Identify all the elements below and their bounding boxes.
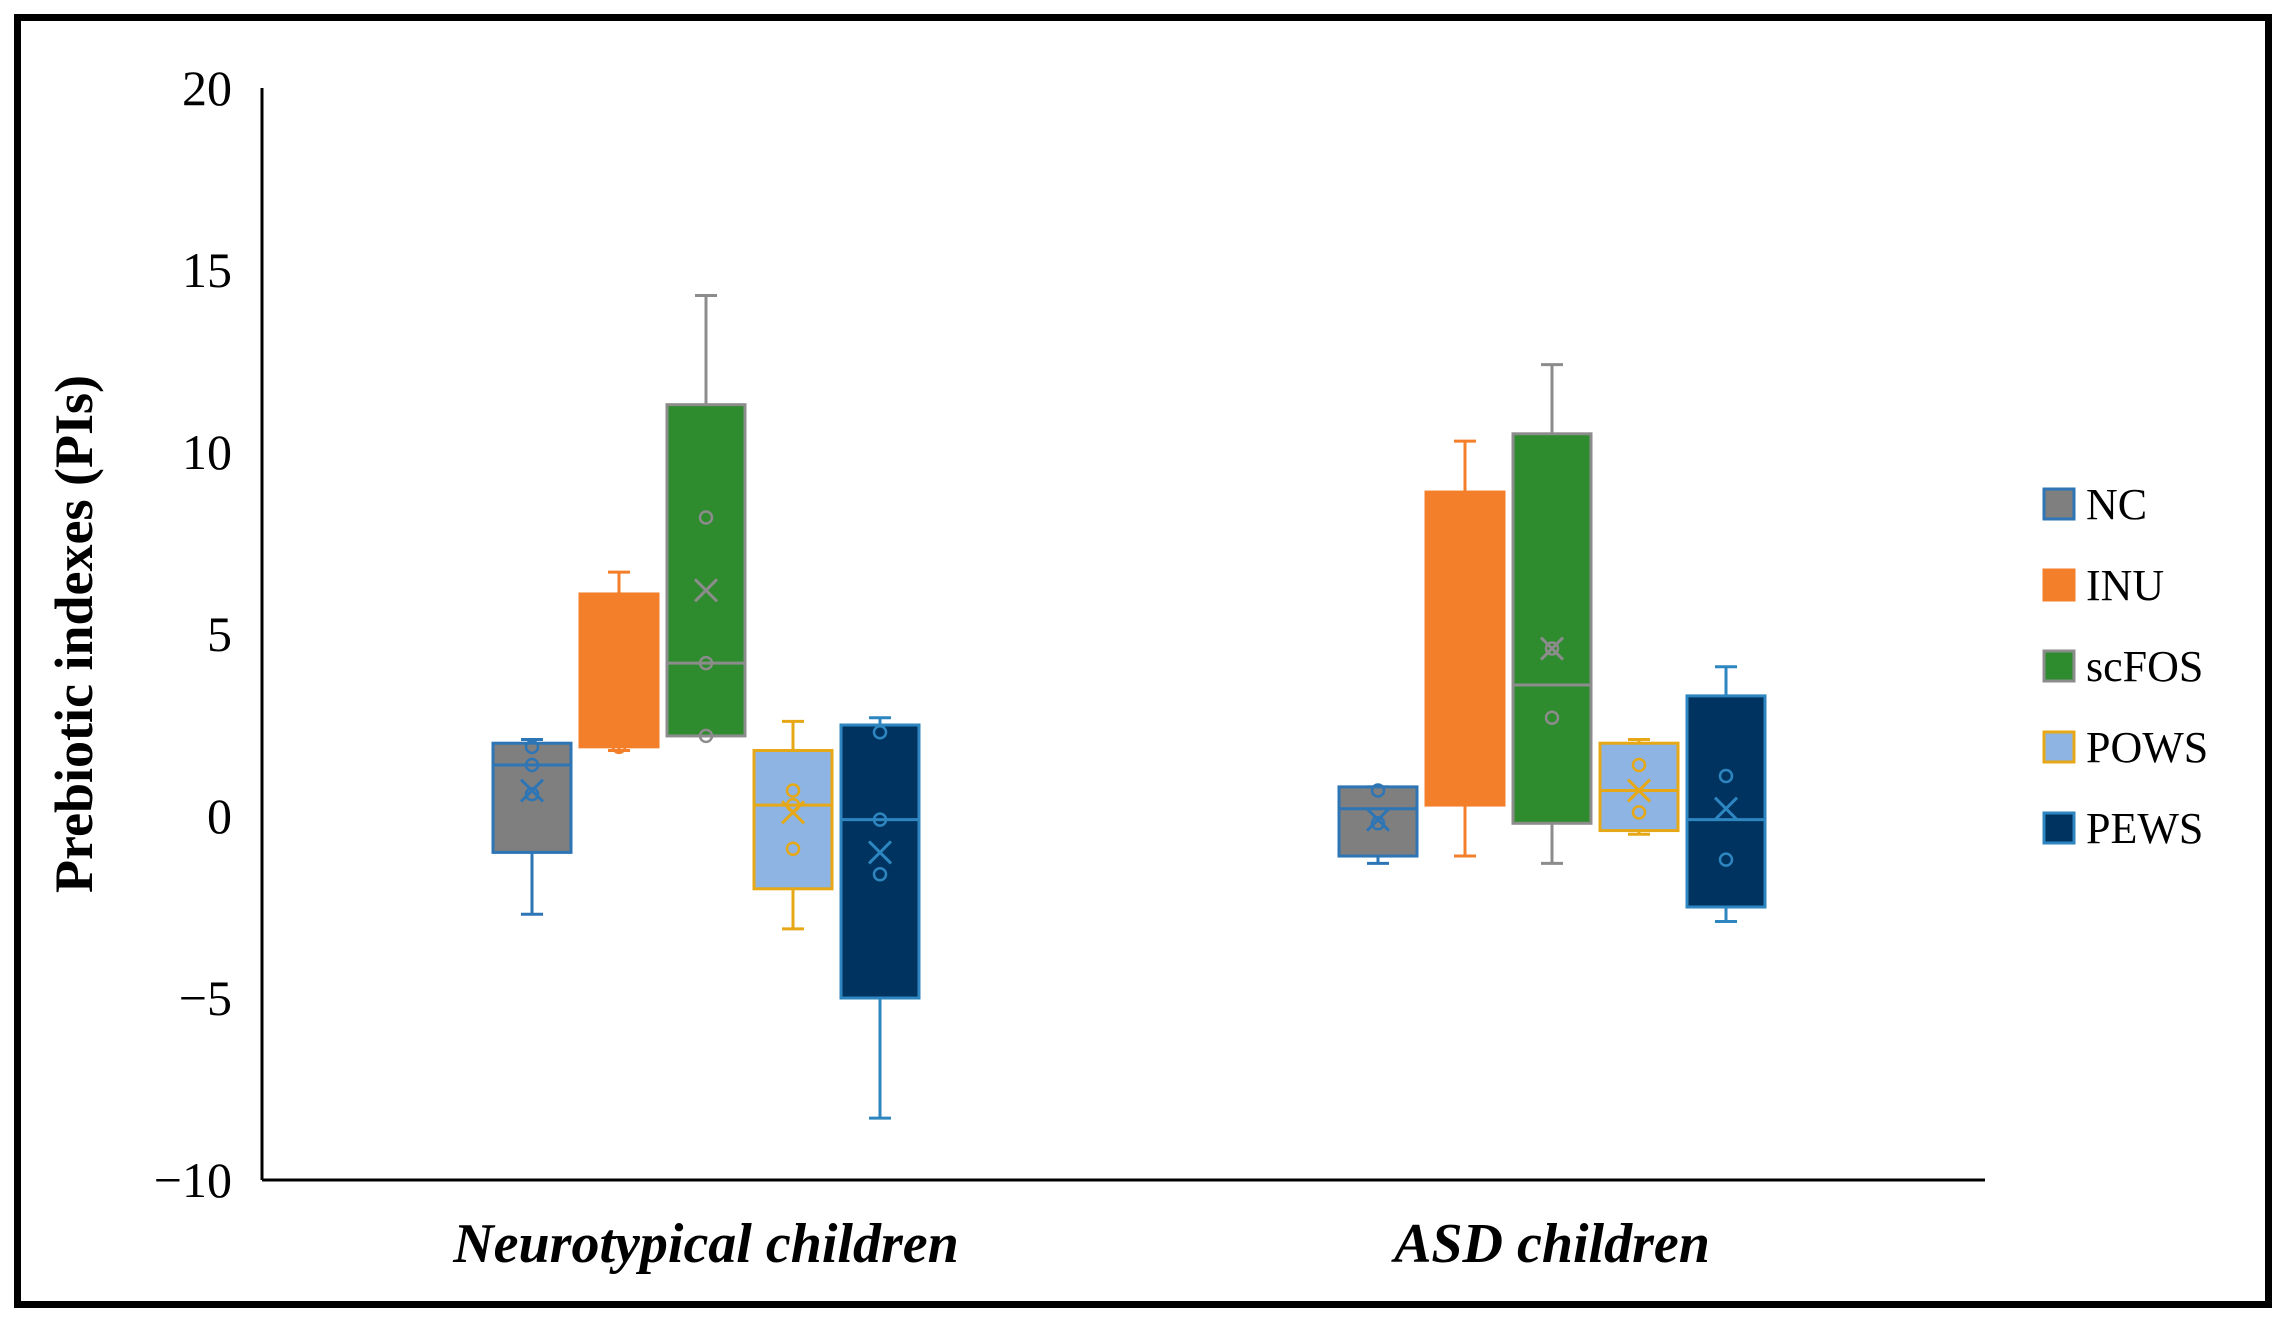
mean-marker <box>867 840 893 865</box>
box-pews-neurotypical <box>839 716 921 1120</box>
box-scfos-neurotypical <box>665 293 747 744</box>
data-point <box>524 739 540 755</box>
y-tick-label: 20 <box>182 60 232 116</box>
data-point <box>1370 816 1386 831</box>
data-point <box>698 728 714 744</box>
box-pows-neurotypical <box>752 719 834 931</box>
axes <box>260 88 1985 1182</box>
box-body <box>1685 694 1767 909</box>
box-body <box>839 723 921 1000</box>
y-tick-label: −5 <box>179 970 232 1026</box>
box-body <box>491 741 573 854</box>
data-point <box>524 786 540 802</box>
legend: NC INU scFOS POWS PEWS <box>2042 480 2208 853</box>
box-body <box>1424 490 1506 807</box>
y-tick-label: 0 <box>207 788 232 844</box>
box-body <box>578 592 660 749</box>
mean-marker <box>693 578 719 603</box>
data-point <box>524 757 540 773</box>
data-point <box>872 866 888 882</box>
mean-marker <box>1539 636 1565 661</box>
data-point <box>872 725 888 740</box>
legend-swatch <box>2042 730 2076 764</box>
data-point <box>1457 648 1473 664</box>
y-tick-label: 10 <box>182 424 232 480</box>
legend-swatch <box>2042 811 2076 845</box>
data-point <box>1631 805 1647 820</box>
legend-label: NC <box>2086 480 2147 529</box>
box-inu-neurotypical <box>578 570 660 755</box>
data-point <box>611 612 627 627</box>
data-point <box>698 655 714 671</box>
data-point <box>1631 757 1647 773</box>
boxes <box>491 293 1767 1120</box>
data-point <box>872 812 888 827</box>
y-axis-title: Prebiotic indexes (PIs) <box>44 375 104 893</box>
category-label: ASD children <box>1391 1213 1710 1275</box>
box-nc-neurotypical <box>491 738 573 916</box>
legend-label: PEWS <box>2086 804 2203 853</box>
box-nc-asd <box>1337 783 1419 865</box>
y-tick-label: 15 <box>182 242 232 298</box>
data-point <box>698 510 714 525</box>
mean-marker <box>1626 778 1652 803</box>
mean-marker <box>1713 796 1739 821</box>
data-point <box>1718 852 1734 867</box>
box-body <box>1511 432 1593 825</box>
chart-frame <box>14 14 2272 1308</box>
legend-label: POWS <box>2086 723 2208 772</box>
category-label: Neurotypical children <box>452 1213 959 1275</box>
mean-marker <box>1452 632 1478 657</box>
mean-marker <box>780 800 806 825</box>
box-body <box>752 748 834 891</box>
data-point <box>1544 641 1560 656</box>
legend-swatch <box>2042 649 2076 683</box>
mean-marker <box>1365 807 1391 832</box>
data-point <box>1718 768 1734 784</box>
box-body <box>1598 741 1680 833</box>
legend-label: INU <box>2086 561 2164 610</box>
box-inu-asd <box>1424 439 1506 858</box>
legend-label: scFOS <box>2086 642 2203 691</box>
box-pews-asd <box>1685 665 1767 924</box>
data-point <box>1370 783 1386 798</box>
box-pows-asd <box>1598 738 1680 836</box>
data-point <box>1544 710 1560 725</box>
legend-swatch <box>2042 487 2076 521</box>
y-tick-label: −10 <box>154 1152 232 1208</box>
y-ticks: −10 −5 0 5 10 15 20 <box>154 60 232 1208</box>
mean-marker <box>519 778 545 803</box>
legend-swatch <box>2042 568 2076 602</box>
mean-marker <box>606 672 632 698</box>
data-point <box>785 841 801 857</box>
data-point <box>785 783 801 798</box>
data-point <box>611 739 627 755</box>
box-scfos-asd <box>1511 363 1593 865</box>
y-tick-label: 5 <box>207 606 232 662</box>
box-body <box>665 403 747 738</box>
category-labels: Neurotypical children ASD children <box>452 1213 1710 1275</box>
